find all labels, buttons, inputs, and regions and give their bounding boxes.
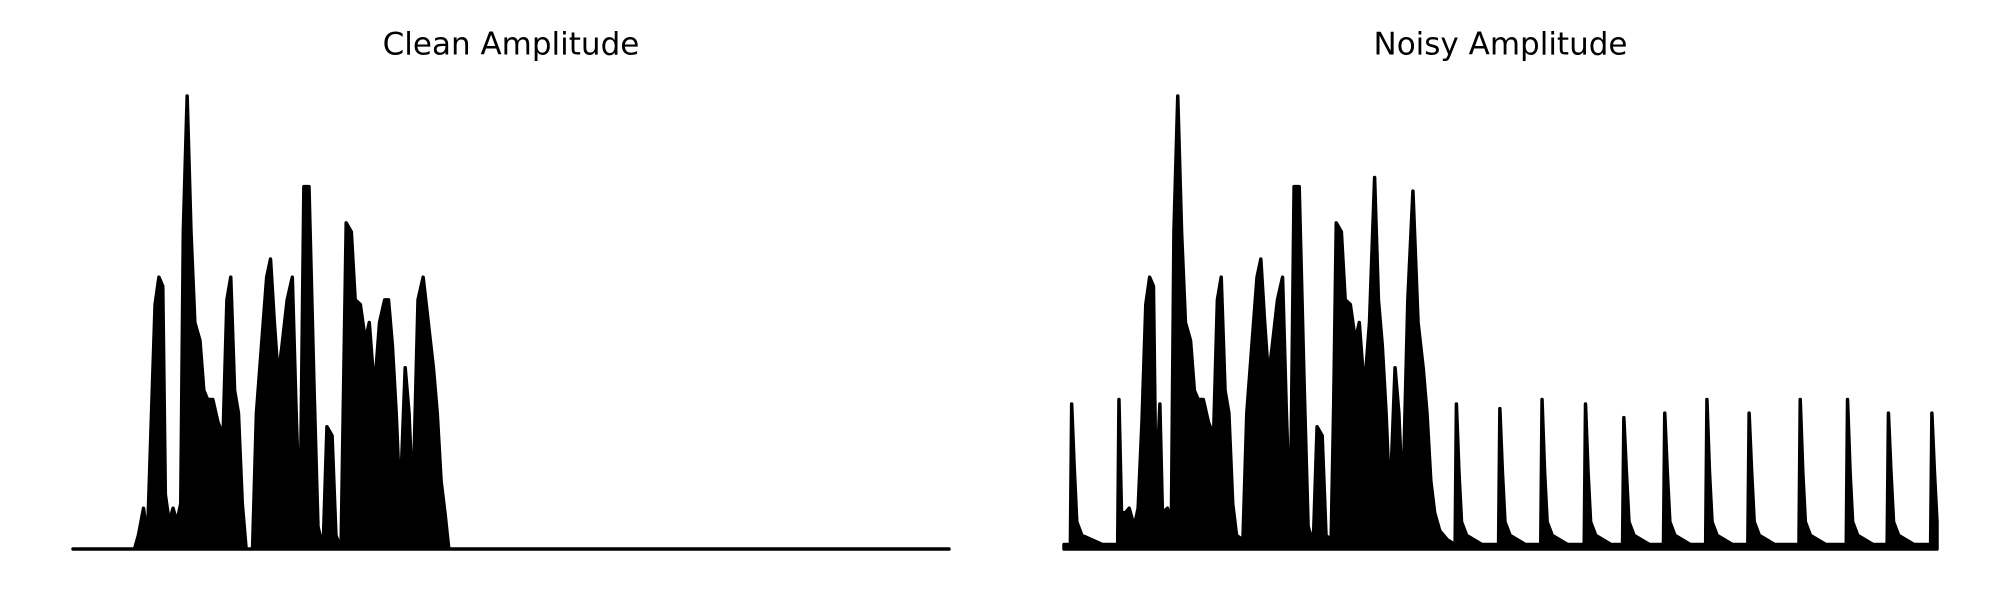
chart-title: Clean Amplitude [383, 27, 640, 63]
chart-title: Noisy Amplitude [1374, 27, 1628, 63]
amplitude-area [1062, 94, 1939, 551]
amplitude-area [71, 94, 951, 551]
